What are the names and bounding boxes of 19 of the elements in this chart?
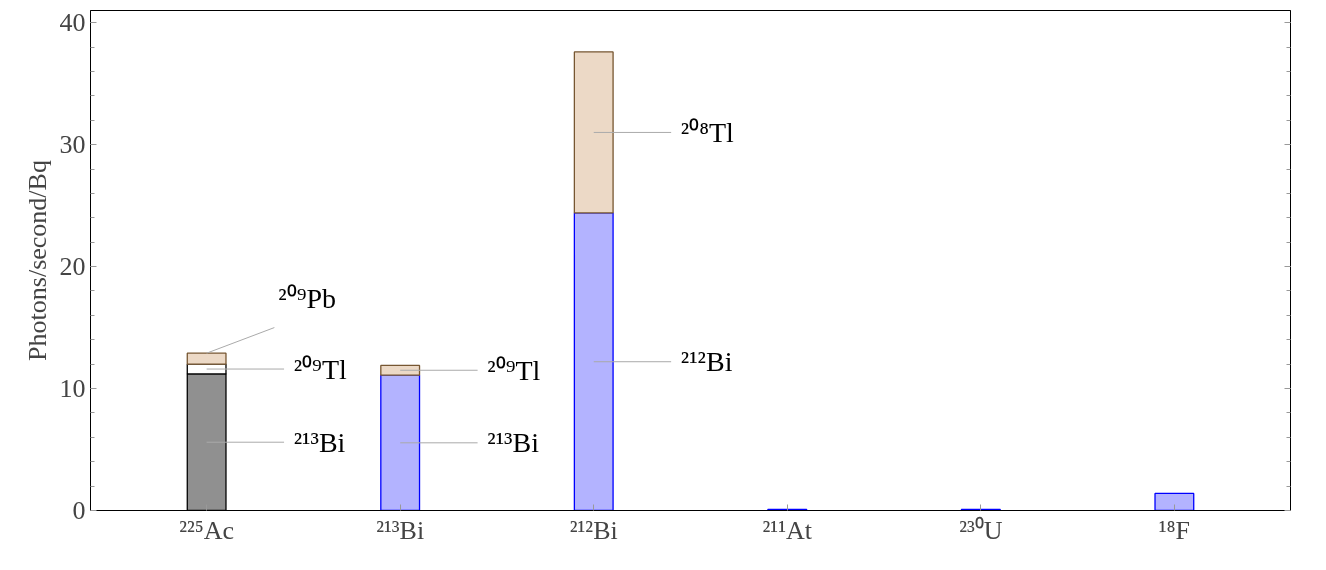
y-tick-label: 20 (59, 252, 86, 282)
y-tick-label: 0 (72, 496, 86, 525)
x-tick-label: ²²⁵Ac (179, 515, 235, 545)
annotation: ²¹³Bi (487, 427, 540, 459)
annotation: ²⁰⁹Tl (487, 354, 541, 386)
y-tick-label: 40 (59, 8, 86, 38)
annotation: ²⁰⁹Pb (278, 283, 336, 315)
x-tick-label: ²¹³Bi (376, 515, 425, 545)
x-tick-label: ¹⁸F (1158, 515, 1191, 545)
annotation: ²⁰⁹Tl (293, 353, 347, 385)
annotation: ²¹²Bi (680, 346, 733, 378)
y-axis-title: Photons/second/Bq (22, 160, 52, 361)
x-tick-label: ²¹²Bi (569, 515, 618, 545)
y-tick-label: 30 (59, 130, 86, 160)
y-tick-label: 10 (59, 374, 86, 404)
annotation: ²⁰⁸Tl (680, 116, 735, 148)
annotation: ²¹³Bi (293, 426, 346, 458)
x-tick-label: ²³⁰U (959, 515, 1003, 545)
x-tick-label: ²¹¹At (762, 515, 813, 545)
